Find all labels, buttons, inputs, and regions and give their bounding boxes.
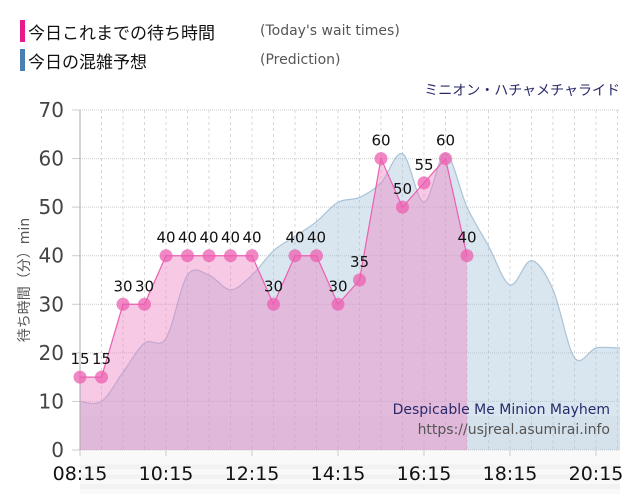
data-point[interactable] — [353, 273, 366, 287]
x-tick-label: 18:15 — [483, 463, 538, 485]
data-label: 60 — [436, 132, 455, 150]
data-label: 60 — [371, 132, 390, 150]
data-point[interactable] — [396, 200, 409, 214]
data-point[interactable] — [138, 297, 151, 311]
legend-label-en: (Today's wait times) — [260, 23, 400, 39]
y-tick-label: 40 — [39, 244, 64, 268]
data-label: 50 — [393, 180, 412, 198]
data-label: 30 — [135, 277, 154, 295]
legend-label-jp: 今日の混雑予想 — [28, 52, 147, 73]
data-label: 55 — [414, 156, 433, 174]
data-label: 40 — [307, 229, 326, 247]
prediction-line — [79, 153, 620, 405]
y-tick-label: 30 — [39, 292, 64, 316]
watermark-title: Despicable Me Minion Mayhem — [392, 402, 610, 418]
data-label: 40 — [199, 229, 218, 247]
legend-label-en: (Prediction) — [260, 52, 341, 68]
x-tick-label: 10:15 — [139, 463, 194, 485]
watermark-url: https://usjreal.asumirai.info — [417, 422, 610, 438]
data-point[interactable] — [310, 249, 323, 263]
data-point[interactable] — [460, 249, 474, 263]
data-label: 15 — [70, 350, 89, 368]
x-tick-label: 14:15 — [311, 463, 366, 485]
data-label: 40 — [221, 229, 240, 247]
data-point[interactable] — [417, 176, 431, 190]
legend-swatch-blue — [20, 49, 25, 71]
data-label: 40 — [156, 229, 175, 247]
data-label: 35 — [350, 253, 369, 271]
data-point[interactable] — [181, 249, 194, 263]
x-tick-label: 20:15 — [569, 463, 624, 485]
legend-swatch-pink — [20, 20, 25, 42]
data-label: 30 — [113, 277, 132, 295]
data-point[interactable] — [116, 297, 130, 311]
x-tick-label: 12:15 — [225, 463, 280, 485]
data-point[interactable] — [95, 370, 108, 384]
data-label: 40 — [285, 229, 304, 247]
prediction-area — [80, 153, 620, 450]
data-point[interactable] — [159, 249, 173, 263]
legend-item-prediction: 今日の混雑予想 (Prediction) — [20, 49, 341, 73]
data-point[interactable] — [224, 249, 237, 263]
data-label: 40 — [457, 229, 476, 247]
y-tick-label: 20 — [39, 341, 64, 365]
data-label: 40 — [242, 229, 261, 247]
data-point[interactable] — [245, 249, 259, 263]
legend-item-today: 今日これまでの待ち時間 (Today's wait times) — [20, 20, 400, 44]
data-label: 40 — [178, 229, 197, 247]
y-tick-label: 10 — [39, 389, 64, 413]
y-tick-label: 0 — [51, 438, 64, 462]
data-point[interactable] — [374, 152, 388, 166]
data-label: 30 — [328, 277, 347, 295]
x-tick-label: 08:15 — [53, 463, 108, 485]
y-tick-label: 70 — [39, 98, 64, 122]
data-label: 15 — [92, 350, 111, 368]
x-tick-label: 16:15 — [397, 463, 452, 485]
y-tick-label: 50 — [39, 195, 64, 219]
data-point[interactable] — [202, 249, 216, 263]
data-point[interactable] — [331, 297, 345, 311]
legend-label-jp: 今日これまでの待ち時間 — [28, 23, 215, 44]
y-tick-label: 60 — [39, 147, 64, 171]
ride-name: ミニオン・ハチャメチャライド — [424, 83, 620, 99]
data-label: 30 — [264, 277, 283, 295]
data-point[interactable] — [439, 152, 452, 166]
data-point[interactable] — [288, 249, 302, 263]
data-point[interactable] — [73, 370, 87, 384]
data-point[interactable] — [267, 297, 280, 311]
